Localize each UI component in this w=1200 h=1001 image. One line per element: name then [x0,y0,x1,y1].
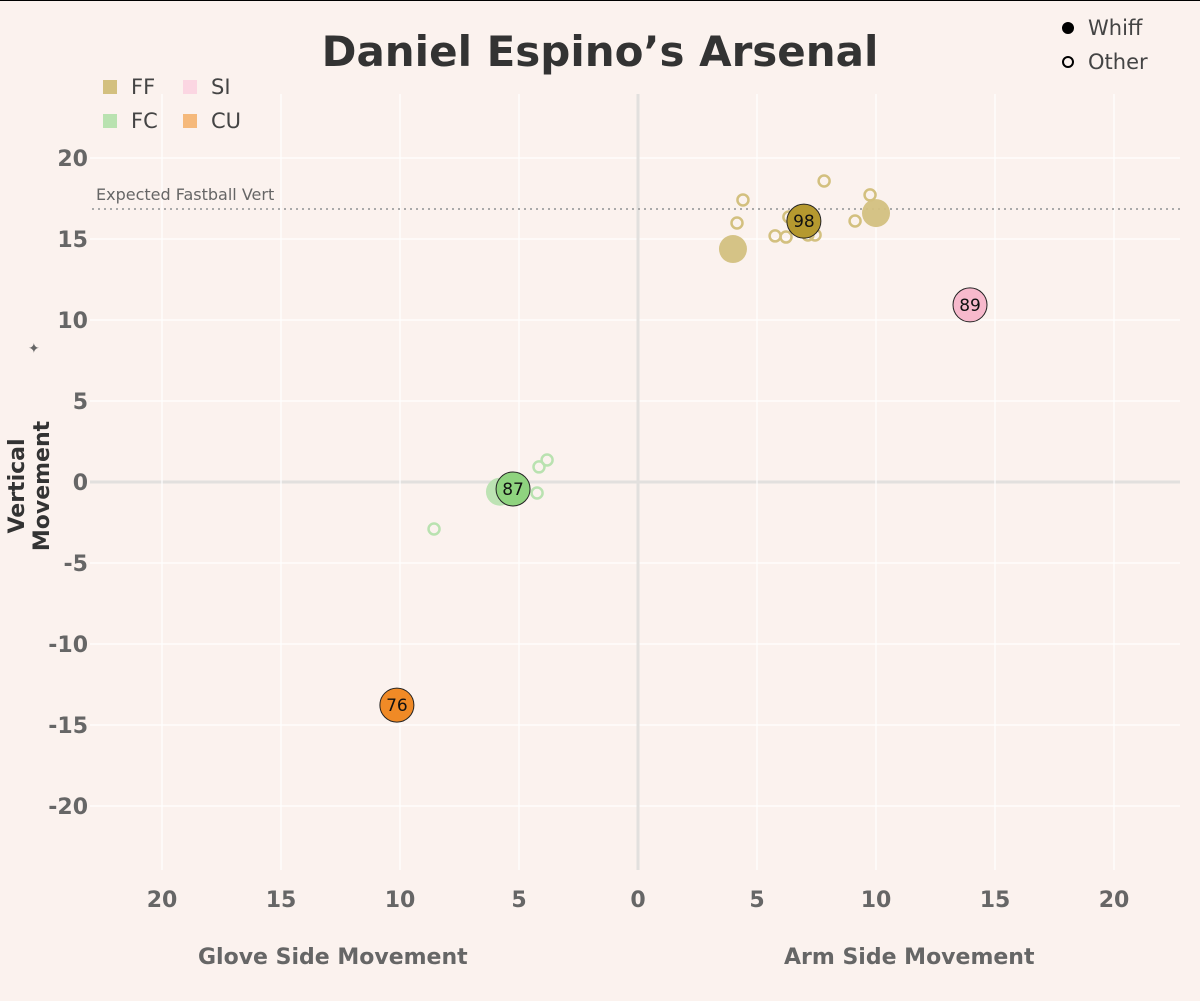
y-tick-label: -5 [64,552,88,577]
legend-item-ff: FF [103,75,155,99]
ff-other-point [863,188,877,202]
ff-whiff-point [718,235,747,264]
legend-label: Other [1088,50,1148,74]
x-tick-label: 20 [147,888,178,913]
filled-circle-icon [1062,22,1074,34]
legend-label: SI [211,75,231,99]
legend-label: CU [211,109,242,133]
x-tick-label: 0 [630,888,645,913]
fc-velo-label: 87 [502,480,524,500]
legend-label: Whiff [1088,16,1143,40]
chart-title: Daniel Espino’s Arsenal [321,27,879,76]
legend-item-cu: CU [183,109,241,133]
cu-velo-label: 76 [386,696,408,716]
legend-label: FF [131,75,156,99]
y-tick-label: -20 [48,795,88,820]
y-tick-label: 15 [57,228,88,253]
x-tick-label: 15 [266,888,297,913]
fc-swatch [103,114,117,128]
ff-other-point [779,230,793,244]
open-circle-icon [1062,56,1074,68]
y-tick-label: 10 [57,309,88,334]
cu-swatch [183,114,197,128]
ff-swatch [103,80,117,94]
y-tick-label: -15 [48,714,88,739]
x-tick-label: 15 [980,888,1011,913]
fc-other-point [540,453,554,467]
y-tick-label: -10 [48,633,88,658]
reference-line-label: Expected Fastball Vert [96,185,274,204]
ff-other-point [730,216,744,230]
ff-mean-point [786,203,822,239]
y-tick-label: 20 [57,147,88,172]
fc-mean-point [495,471,531,507]
legend-item-fc: FC [103,109,158,133]
y-tick-label: 5 [73,390,88,415]
si-velo-label: 89 [959,296,981,316]
si-mean-point [952,287,988,323]
x-axis-label-glove: Glove Side Movement [198,945,468,970]
ff-other-point [817,174,831,188]
y-tick-label: 0 [73,471,88,496]
ff-other-point [768,229,782,243]
x-tick-label: 10 [385,888,416,913]
legend-label: FC [131,109,158,133]
x-tick-label: 5 [749,888,764,913]
legend-item-other: Other [1062,50,1148,74]
legend-item-whiff: Whiff [1062,16,1142,40]
ff-other-point [848,214,862,228]
x-axis-label-arm: Arm Side Movement [784,945,1035,970]
ff-whiff-point [862,199,890,228]
fc-other-point [532,460,546,474]
fc-other-point [530,486,544,500]
legend-item-si: SI [183,75,231,99]
cu-mean-point [379,687,415,723]
x-tick-label: 10 [861,888,892,913]
x-tick-label: 5 [511,888,526,913]
ff-velo-label: 98 [793,212,815,232]
fc-other-point [427,522,441,536]
x-tick-label: 20 [1099,888,1130,913]
ff-other-point [736,193,750,207]
si-swatch [183,80,197,94]
pin-icon: ✦ [28,341,40,357]
